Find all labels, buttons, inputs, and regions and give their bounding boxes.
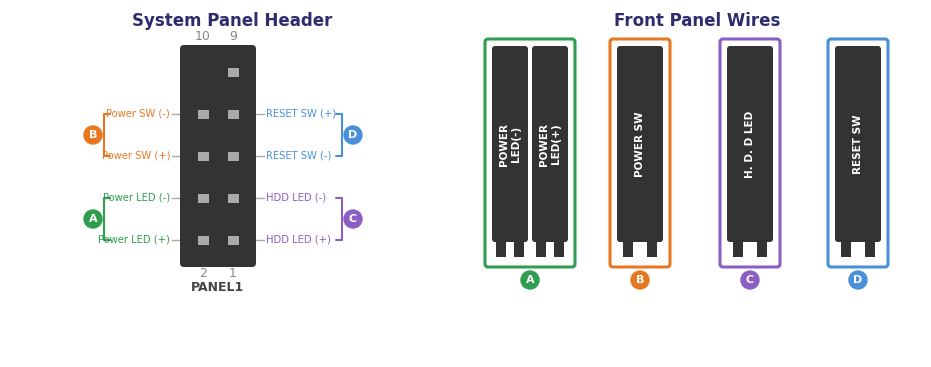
Bar xyxy=(197,152,209,160)
Text: HDD LED (+): HDD LED (+) xyxy=(266,235,331,245)
FancyBboxPatch shape xyxy=(180,129,256,183)
Text: POWER
LED(-): POWER LED(-) xyxy=(499,123,520,166)
FancyBboxPatch shape xyxy=(180,171,256,225)
Bar xyxy=(227,109,238,119)
Circle shape xyxy=(84,126,102,144)
Text: Power LED (+): Power LED (+) xyxy=(98,235,170,245)
Text: C: C xyxy=(746,275,754,285)
Text: HDD LED (-): HDD LED (-) xyxy=(266,193,326,203)
FancyBboxPatch shape xyxy=(727,46,773,242)
Bar xyxy=(227,68,238,76)
Text: B: B xyxy=(636,275,644,285)
FancyBboxPatch shape xyxy=(180,213,256,267)
Text: POWER SW: POWER SW xyxy=(635,111,645,177)
Circle shape xyxy=(84,210,102,228)
Circle shape xyxy=(344,126,362,144)
FancyBboxPatch shape xyxy=(492,46,528,242)
Text: RESET SW (-): RESET SW (-) xyxy=(266,151,331,161)
Text: RESET SW: RESET SW xyxy=(853,114,863,174)
Circle shape xyxy=(849,271,867,289)
Bar xyxy=(514,239,524,257)
Bar xyxy=(733,239,743,257)
Bar xyxy=(757,239,767,257)
Text: 9: 9 xyxy=(229,30,236,43)
Bar xyxy=(197,109,209,119)
Text: H. D. D LED: H. D. D LED xyxy=(745,110,755,178)
Bar xyxy=(841,239,851,257)
Text: A: A xyxy=(88,214,98,224)
Text: 1: 1 xyxy=(229,267,236,280)
Text: Power SW (-): Power SW (-) xyxy=(106,109,170,119)
Bar xyxy=(227,152,238,160)
FancyBboxPatch shape xyxy=(835,46,881,242)
Bar xyxy=(197,236,209,244)
Bar xyxy=(554,239,564,257)
Bar xyxy=(496,239,506,257)
Bar xyxy=(623,239,633,257)
FancyBboxPatch shape xyxy=(617,46,663,242)
Text: Front Panel Wires: Front Panel Wires xyxy=(614,12,780,30)
Text: Power SW (+): Power SW (+) xyxy=(101,151,170,161)
Circle shape xyxy=(521,271,539,289)
Text: 10: 10 xyxy=(196,30,211,43)
Text: D: D xyxy=(854,275,863,285)
Text: D: D xyxy=(348,130,358,140)
FancyBboxPatch shape xyxy=(180,87,256,141)
Bar xyxy=(197,193,209,203)
Circle shape xyxy=(344,210,362,228)
Text: 2: 2 xyxy=(199,267,207,280)
Circle shape xyxy=(631,271,649,289)
FancyBboxPatch shape xyxy=(532,46,568,242)
FancyBboxPatch shape xyxy=(180,45,256,99)
Bar xyxy=(536,239,546,257)
Text: RESET SW (+): RESET SW (+) xyxy=(266,109,336,119)
Text: A: A xyxy=(526,275,534,285)
Bar xyxy=(227,193,238,203)
Text: POWER
LED(+): POWER LED(+) xyxy=(539,123,560,166)
Text: B: B xyxy=(88,130,97,140)
Text: C: C xyxy=(349,214,358,224)
Text: System Panel Header: System Panel Header xyxy=(132,12,332,30)
Text: Power LED (-): Power LED (-) xyxy=(102,193,170,203)
Bar xyxy=(227,236,238,244)
Bar xyxy=(865,239,875,257)
Bar xyxy=(647,239,657,257)
Circle shape xyxy=(741,271,759,289)
Text: PANEL1: PANEL1 xyxy=(192,281,245,294)
